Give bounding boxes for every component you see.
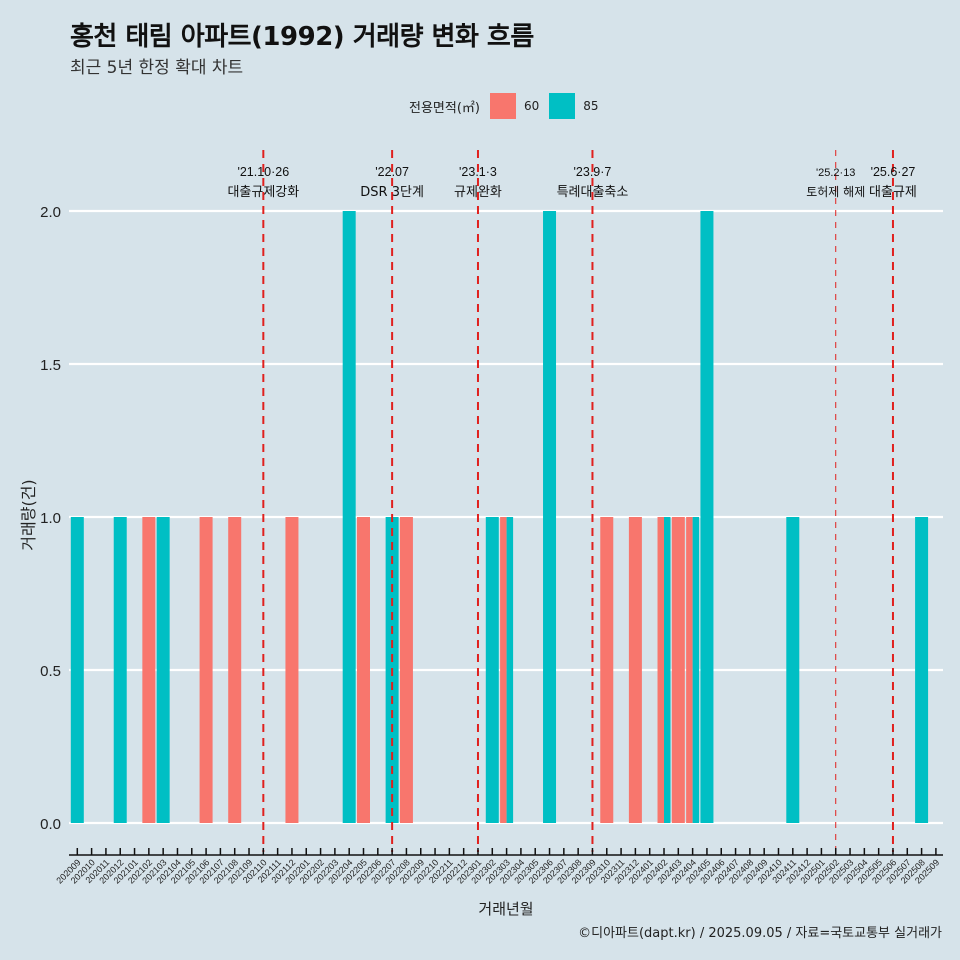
- bar-60-202106: [199, 517, 213, 823]
- event-label-202506: 대출규제: [869, 185, 917, 200]
- bar-60-202102: [142, 517, 156, 823]
- bar-60-202303: [500, 517, 507, 823]
- event-lines: [262, 150, 894, 852]
- event-label-202309: 특례대출축소: [557, 185, 629, 200]
- bar-60-202312: [628, 517, 642, 823]
- y-tick-label: 0.0: [40, 816, 61, 833]
- bar-85-202303: [506, 517, 514, 823]
- bar-85-202508: [915, 517, 929, 823]
- legend: 전용면적(㎡) 60 85: [409, 93, 609, 119]
- y-axis-title: 거래량(건): [19, 479, 38, 550]
- caption: ©디아파트(dapt.kr) / 2025.09.05 / 자료=국토교통부 실…: [578, 926, 942, 941]
- y-tick-label: 1.5: [40, 357, 61, 374]
- legend-label-85: 85: [583, 99, 599, 113]
- y-tick-label: 0.5: [40, 663, 61, 680]
- bar-85-202402: [664, 517, 671, 823]
- bar-60-202108: [228, 517, 242, 823]
- chart-title: 홍천 태림 아파트(1992) 거래량 변화 흐름: [70, 22, 534, 52]
- chart-subtitle: 최근 5년 한정 확대 차트: [70, 58, 244, 78]
- bar-85-202411: [786, 517, 800, 823]
- event-date-202207: '22.07: [375, 165, 409, 179]
- x-axis: 2020092020102020112020122021012021022021…: [54, 848, 943, 886]
- bar-60-202208: [399, 517, 413, 823]
- bars: [70, 211, 929, 823]
- y-tick-label: 1.0: [40, 510, 61, 527]
- event-label-202301: 규제완화: [454, 185, 502, 200]
- bar-85-202302: [485, 517, 499, 823]
- legend-title: 전용면적(㎡): [409, 100, 480, 116]
- legend-label-60: 60: [523, 99, 540, 113]
- x-axis-title: 거래년월: [478, 900, 533, 918]
- event-date-202110: '21.10·26: [237, 165, 289, 179]
- event-date-202506: '25.6·27: [871, 165, 916, 179]
- legend-key-60: [489, 93, 516, 119]
- bar-60-202205: [357, 517, 370, 823]
- bar-85-202204: [342, 211, 356, 823]
- event-date-202309: '23.9·7: [574, 165, 612, 179]
- bar-60-202310: [600, 517, 614, 823]
- bar-85-202404: [692, 517, 700, 823]
- legend-key-85: [549, 93, 576, 119]
- event-label-202502: 토허제 해제: [806, 185, 865, 199]
- bar-60-202112: [285, 517, 299, 823]
- bar-60-202403: [671, 517, 685, 823]
- event-date-202502: '25.2·13: [816, 167, 855, 179]
- event-label-202110: 대출규제강화: [227, 185, 299, 200]
- y-tick-label: 2.0: [40, 204, 61, 221]
- bar-85-202103: [156, 517, 170, 823]
- y-axis: 0.0 0.5 1.0 1.5 2.0: [40, 204, 61, 833]
- bar-85-202012: [113, 517, 127, 823]
- event-annotations: '21.10·26 대출규제강화 '22.07 DSR 3단계 '23.1·3 규제완화 '…: [227, 165, 916, 200]
- bar-60-202402: [657, 517, 665, 823]
- bar-85-202405: [700, 211, 714, 823]
- bar-85-202306: [543, 211, 557, 823]
- bar-85-202009: [70, 517, 84, 823]
- bar-60-202404: [686, 517, 693, 823]
- event-label-202207: DSR 3단계: [360, 185, 424, 200]
- event-date-202301: '23.1·3: [459, 165, 497, 179]
